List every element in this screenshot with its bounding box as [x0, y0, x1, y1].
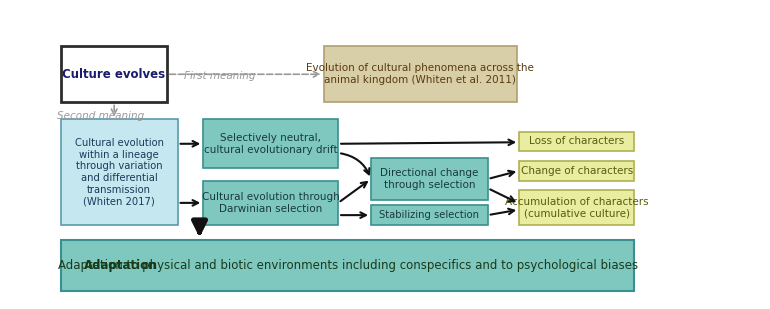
- FancyBboxPatch shape: [203, 119, 338, 168]
- FancyBboxPatch shape: [371, 158, 487, 201]
- Text: Selectively neutral,
cultural evolutionary drift: Selectively neutral, cultural evolutiona…: [204, 133, 337, 154]
- Text: First meaning: First meaning: [184, 71, 256, 81]
- Text: Cultural evolution through
Darwinian selection: Cultural evolution through Darwinian sel…: [202, 192, 340, 214]
- Text: Change of characters: Change of characters: [521, 166, 633, 176]
- Text: Second meaning: Second meaning: [58, 111, 145, 121]
- FancyBboxPatch shape: [519, 190, 634, 225]
- FancyBboxPatch shape: [519, 132, 634, 151]
- Text: Stabilizing selection: Stabilizing selection: [380, 210, 480, 220]
- Text: Culture evolves: Culture evolves: [62, 68, 166, 81]
- Text: Adaptation: Adaptation: [84, 259, 157, 272]
- FancyBboxPatch shape: [61, 46, 166, 103]
- Text: Evolution of cultural phenomena across the
animal kingdom (Whiten et al. 2011): Evolution of cultural phenomena across t…: [306, 63, 534, 85]
- FancyBboxPatch shape: [61, 119, 178, 225]
- Text: Directional change
through selection: Directional change through selection: [380, 168, 478, 190]
- Text: Accumulation of characters
(cumulative culture): Accumulation of characters (cumulative c…: [505, 197, 648, 218]
- Text: Loss of characters: Loss of characters: [529, 137, 624, 146]
- FancyBboxPatch shape: [519, 161, 634, 180]
- FancyBboxPatch shape: [371, 205, 487, 225]
- Text: Cultural evolution
within a lineage
through variation
and differential
transmiss: Cultural evolution within a lineage thro…: [75, 138, 164, 206]
- FancyBboxPatch shape: [61, 240, 634, 291]
- FancyBboxPatch shape: [323, 46, 517, 103]
- Text: Adaptation to physical and biotic environments including conspecifics and to psy: Adaptation to physical and biotic enviro…: [58, 259, 638, 272]
- FancyBboxPatch shape: [203, 180, 338, 225]
